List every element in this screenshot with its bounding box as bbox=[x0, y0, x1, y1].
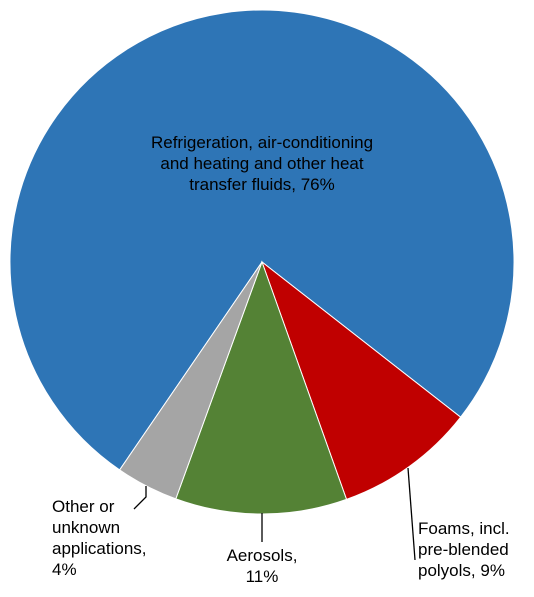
slices bbox=[9, 9, 515, 515]
pie-slice bbox=[175, 260, 348, 515]
leader-line bbox=[407, 467, 416, 561]
slice-label: Other or unknown applications, 4% bbox=[52, 497, 147, 579]
slice-label: Aerosols, 11% bbox=[226, 546, 298, 586]
pie-slice bbox=[9, 9, 515, 471]
slice-label: Foams, incl. pre-blended polyols, 9% bbox=[418, 519, 510, 580]
leader-line bbox=[133, 486, 147, 510]
pie-slice bbox=[260, 260, 462, 501]
pie-slice bbox=[118, 261, 263, 500]
slice-label: Refrigeration, air-conditioning and heat… bbox=[150, 133, 374, 194]
